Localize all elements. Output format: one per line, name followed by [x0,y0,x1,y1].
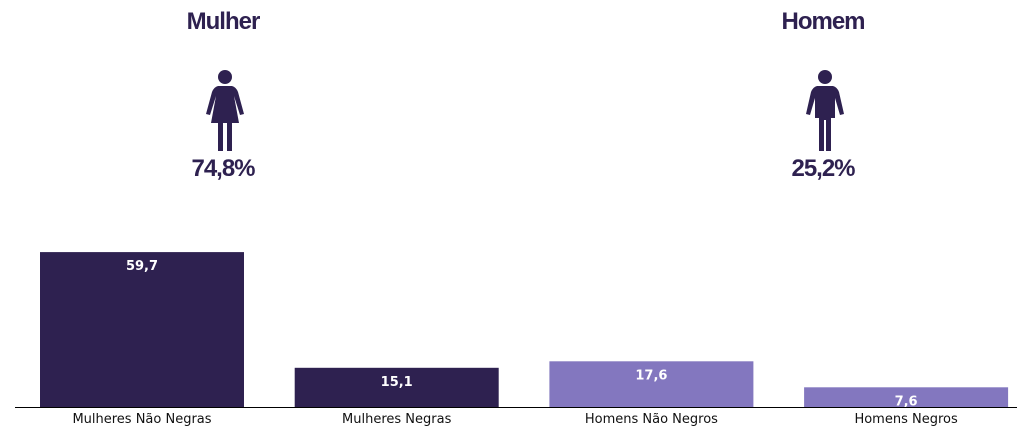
x-tick-label: Mulheres Não Negras [72,412,211,426]
female-percent: 74,8% [191,155,255,182]
bar-3 [549,361,754,407]
bars-group: 59,7 15,1 17,6 7,6 [40,252,1009,409]
woman-icon [206,70,244,151]
bar-1 [40,252,244,407]
x-tick-label: Homens Não Negros [585,412,718,426]
bar-value-label: 15,1 [381,375,413,390]
bar-2 [294,367,499,407]
bar-value-label: 7,6 [895,394,918,409]
x-tick-label: Homens Negros [854,412,958,426]
bar-value-label: 17,6 [635,368,667,383]
female-title: Mulher [186,8,261,35]
tick-labels-group: Mulheres Não Negras Mulheres Negras Homens… [72,412,958,426]
bar-4 [804,387,1009,407]
male-percent: 25,2% [791,155,855,182]
male-title: Homem [781,8,865,35]
x-tick-label: Mulheres Negras [342,412,452,426]
man-icon [806,70,844,151]
bar-value-label: 59,7 [126,259,158,274]
